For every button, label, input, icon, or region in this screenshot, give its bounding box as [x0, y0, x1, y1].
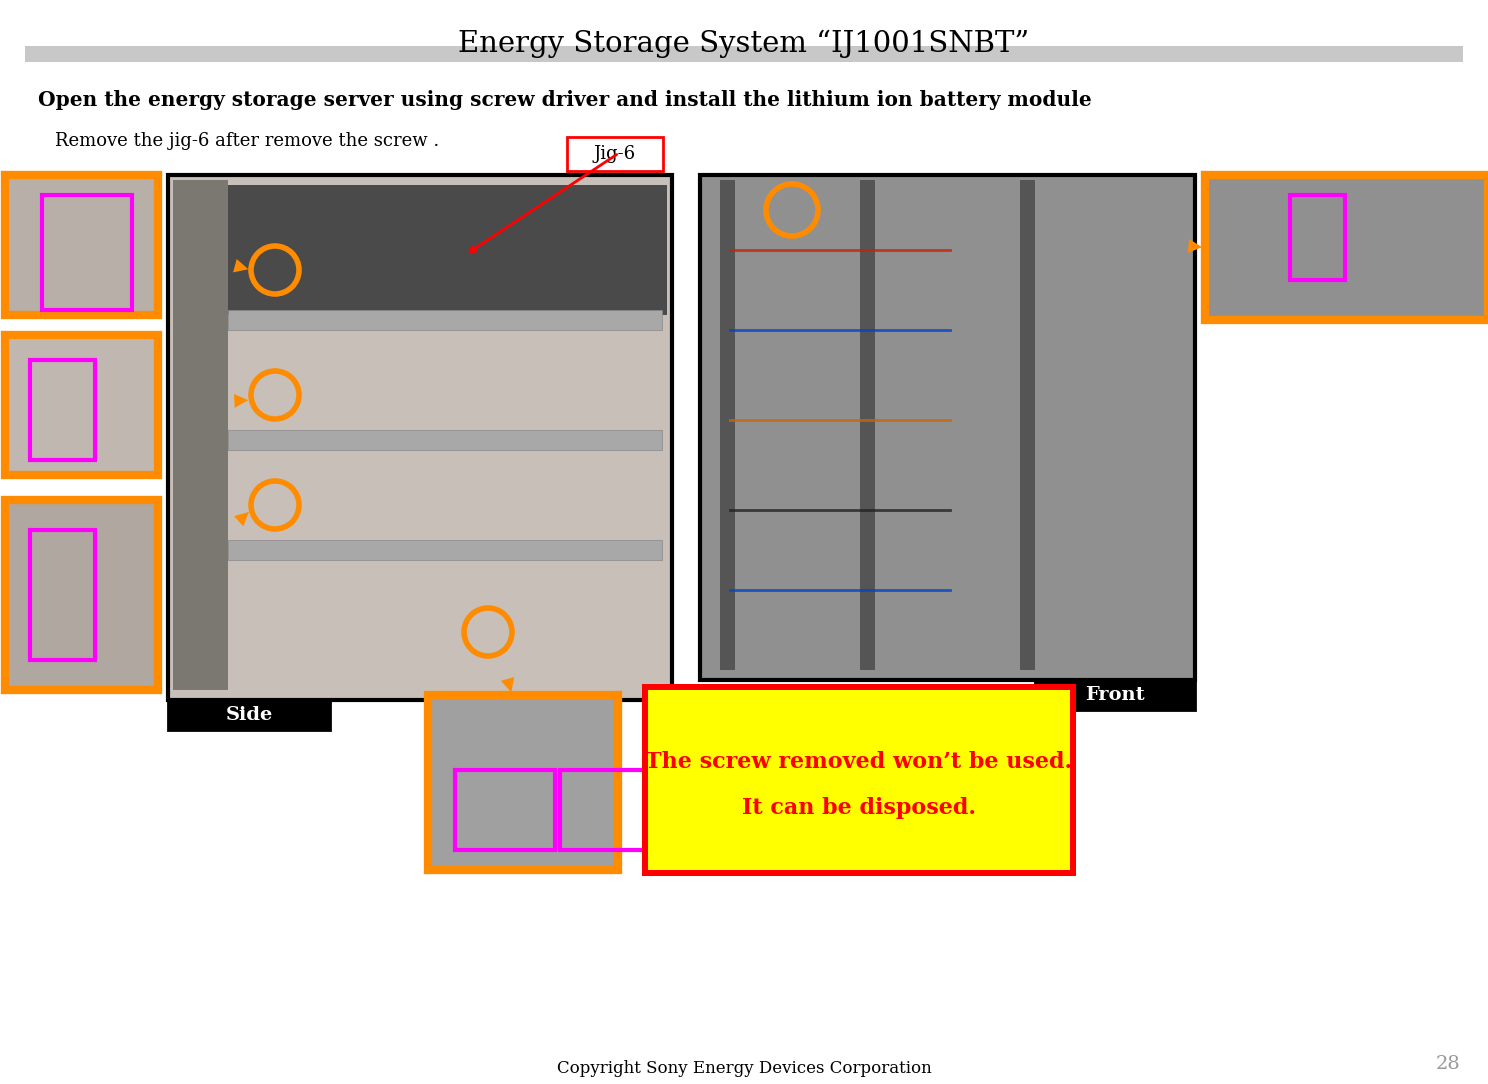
FancyBboxPatch shape — [720, 180, 735, 670]
FancyBboxPatch shape — [4, 500, 158, 691]
FancyBboxPatch shape — [641, 684, 1076, 876]
FancyBboxPatch shape — [173, 180, 228, 691]
FancyBboxPatch shape — [228, 430, 662, 450]
FancyBboxPatch shape — [4, 175, 158, 315]
FancyBboxPatch shape — [1019, 180, 1036, 670]
Text: Copyright Sony Energy Devices Corporation: Copyright Sony Energy Devices Corporatio… — [557, 1060, 931, 1077]
Text: 28: 28 — [1436, 1055, 1460, 1073]
FancyBboxPatch shape — [860, 180, 875, 670]
FancyBboxPatch shape — [228, 540, 662, 560]
Text: Open the energy storage server using screw driver and install the lithium ion ba: Open the energy storage server using scr… — [39, 90, 1092, 109]
Text: Remove the jig-6 after remove the screw .: Remove the jig-6 after remove the screw … — [55, 132, 439, 150]
FancyBboxPatch shape — [228, 310, 662, 330]
FancyBboxPatch shape — [168, 175, 673, 700]
Text: The screw removed won’t be used.: The screw removed won’t be used. — [646, 751, 1073, 773]
Text: Energy Storage System “IJ1001SNBT”: Energy Storage System “IJ1001SNBT” — [458, 30, 1030, 59]
FancyBboxPatch shape — [1036, 680, 1195, 710]
FancyBboxPatch shape — [429, 695, 618, 870]
Text: Jig-6: Jig-6 — [594, 145, 635, 163]
Bar — [25, 46, 1463, 62]
FancyBboxPatch shape — [173, 185, 667, 315]
FancyBboxPatch shape — [168, 700, 330, 730]
Text: It can be disposed.: It can be disposed. — [743, 797, 976, 820]
Text: Front: Front — [1085, 686, 1144, 704]
FancyBboxPatch shape — [647, 691, 1070, 870]
FancyBboxPatch shape — [567, 137, 664, 171]
FancyBboxPatch shape — [4, 335, 158, 475]
FancyBboxPatch shape — [699, 175, 1195, 680]
Text: Side: Side — [225, 706, 272, 724]
FancyBboxPatch shape — [1205, 175, 1488, 320]
